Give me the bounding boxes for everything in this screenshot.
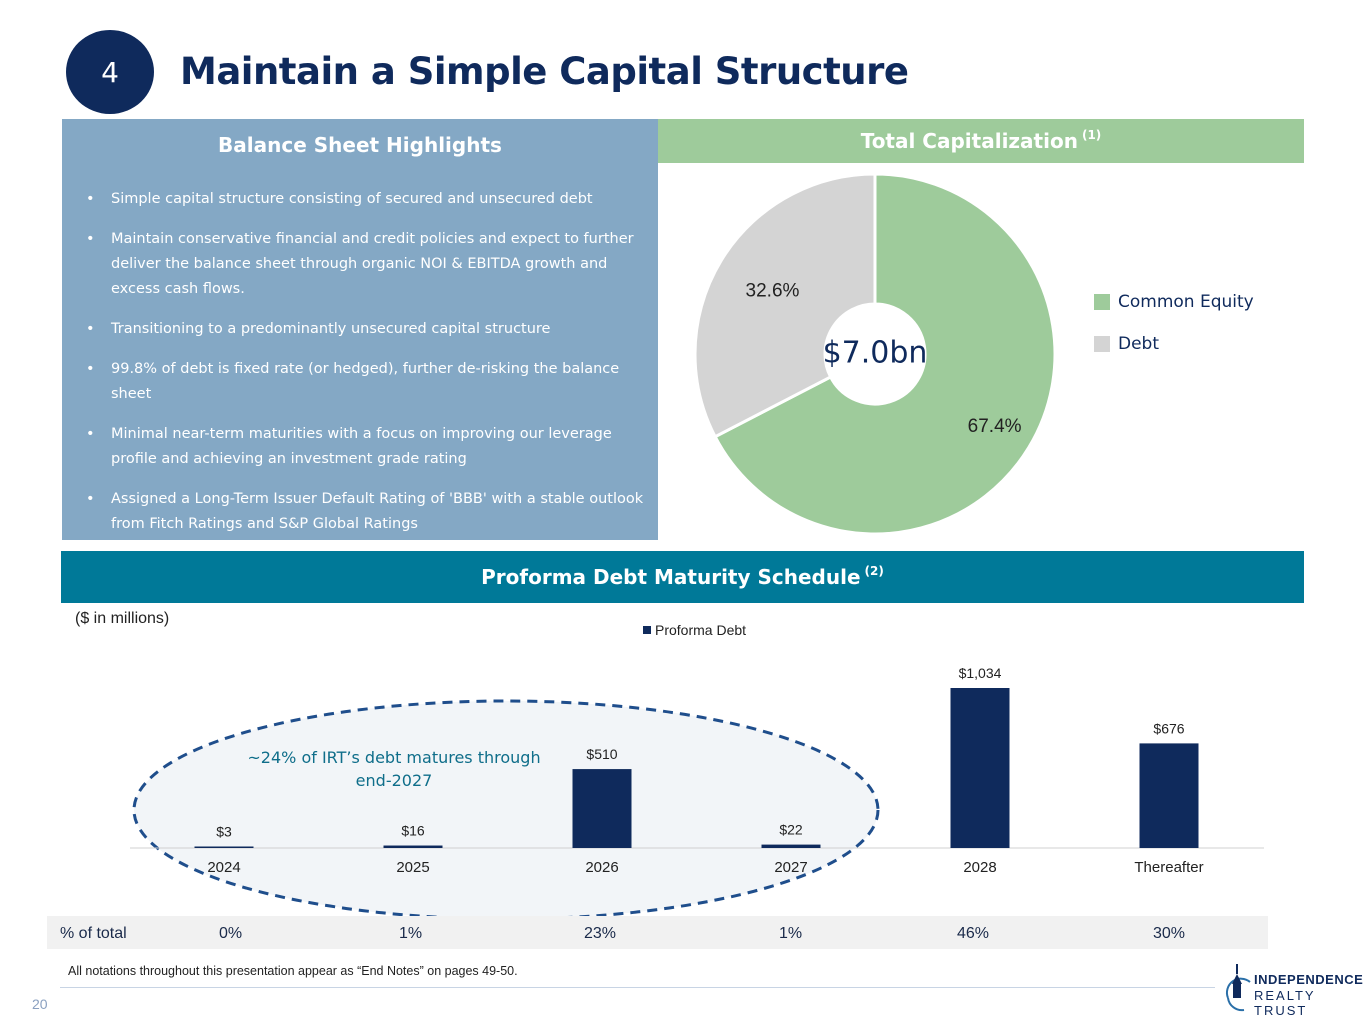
capitalization-heading: Total Capitalization (1)	[658, 119, 1304, 163]
legend-swatch-equity	[1094, 294, 1110, 310]
schedule-heading: Proforma Debt Maturity Schedule (2)	[61, 551, 1304, 603]
bar-value-label: $1,034	[959, 665, 1002, 681]
schedule-heading-text: Proforma Debt Maturity Schedule	[481, 565, 861, 589]
percent-cell: 1%	[779, 925, 803, 942]
legend-swatch-debt	[1094, 336, 1110, 352]
legend-label-debt: Debt	[1118, 334, 1160, 354]
x-tick-label: 2027	[774, 859, 807, 876]
schedule-heading-note: (2)	[864, 564, 884, 578]
logo-emblem-icon	[1225, 964, 1251, 1012]
balance-sheet-heading: Balance Sheet Highlights	[218, 133, 502, 157]
bullet-item: Transitioning to a predominantly unsecur…	[86, 317, 646, 342]
percent-cell: 23%	[584, 925, 617, 942]
units-label: ($ in millions)	[75, 610, 170, 627]
capitalization-heading-text: Total Capitalization	[860, 129, 1078, 153]
annotation-line-2: end-2027	[356, 771, 433, 790]
percent-cell: 46%	[957, 925, 990, 942]
percent-cell: 30%	[1153, 925, 1186, 942]
legend-item-equity: Common Equity	[1094, 292, 1254, 312]
bullet-item: Maintain conservative financial and cred…	[86, 227, 646, 302]
balance-sheet-panel: Balance Sheet Highlights Simple capital …	[62, 119, 658, 540]
company-logo: INDEPENDENCE REALTY TRUST	[1224, 958, 1363, 1018]
page-number: 20	[32, 996, 48, 1012]
x-tick-label: 2025	[396, 859, 429, 876]
balance-sheet-bullets: Simple capital structure consisting of s…	[86, 187, 646, 552]
x-tick-label: Thereafter	[1134, 859, 1203, 876]
bar-value-label: $510	[586, 746, 617, 762]
bar-value-label: $676	[1153, 720, 1184, 736]
donut-slice-debt	[693, 172, 877, 439]
section-number-badge: 4	[66, 30, 154, 114]
page-title: Maintain a Simple Capital Structure	[180, 50, 909, 93]
bullet-item: Assigned a Long-Term Issuer Default Rati…	[86, 487, 646, 537]
bar-2026	[572, 769, 632, 848]
bar-value-label: $3	[216, 824, 232, 840]
percent-cell: 0%	[219, 925, 243, 942]
logo-text-line2: REALTY TRUST	[1254, 988, 1316, 1018]
percent-row-label: % of total	[60, 925, 127, 942]
legend-item-debt: Debt	[1094, 334, 1254, 354]
bar-2025	[383, 845, 443, 848]
percent-cell: 1%	[399, 925, 423, 942]
bullet-item: 99.8% of debt is fixed rate (or hedged),…	[86, 357, 646, 407]
bar-value-label: $22	[779, 822, 803, 838]
bar-2027	[761, 844, 821, 848]
percent-of-total-row: % of total 0% 1% 23% 1% 46% 30%	[47, 916, 1268, 949]
x-tick-label: 2024	[207, 859, 240, 876]
legend-label-equity: Common Equity	[1118, 292, 1254, 312]
bullet-item: Simple capital structure consisting of s…	[86, 187, 646, 212]
bullet-item: Minimal near-term maturities with a focu…	[86, 422, 646, 472]
capitalization-heading-note: (1)	[1081, 128, 1102, 142]
donut-center-label: $7.0bn	[823, 336, 928, 371]
bar-legend-swatch	[643, 626, 651, 634]
footer-divider	[60, 987, 1215, 988]
donut-slice-common-equity	[713, 172, 1057, 536]
bar-value-label: $16	[401, 823, 425, 839]
annotation-line-1: ~24% of IRT’s debt matures through	[247, 748, 540, 767]
bar-legend-label: Proforma Debt	[655, 622, 746, 638]
x-tick-label: 2028	[963, 859, 996, 876]
donut-slice-label: 67.4%	[968, 416, 1022, 437]
donut-slice-label: 32.6%	[746, 281, 800, 302]
logo-text-line1: INDEPENDENCE	[1254, 972, 1364, 987]
near-term-highlight-ellipse	[132, 699, 880, 920]
capitalization-legend: Common Equity Debt	[1094, 292, 1254, 376]
x-tick-label: 2026	[585, 859, 618, 876]
capitalization-donut-chart: $7.0bn 67.4% 32.6%	[693, 172, 1057, 536]
debt-maturity-bar-chart: Proforma Debt $3 2024 $16 2025 $510 2026 $22 20…	[130, 622, 1264, 920]
bar-thereafter	[1139, 743, 1199, 848]
end-notes-footnote: All notations throughout this presentati…	[68, 964, 518, 978]
bar-2024	[194, 846, 254, 848]
bar-2028	[950, 688, 1010, 848]
